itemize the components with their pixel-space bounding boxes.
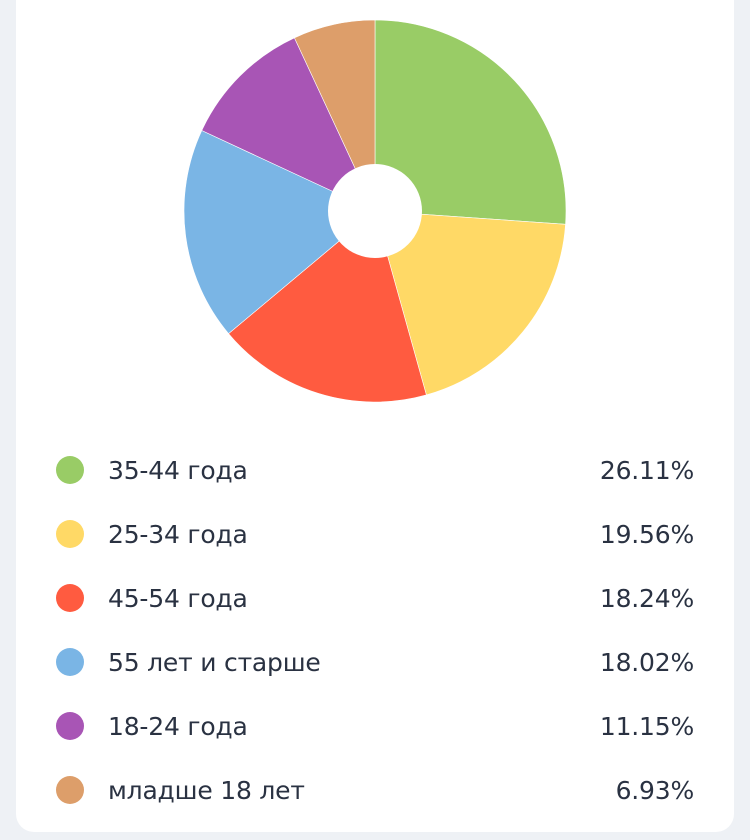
legend-item[interactable]: 45-54 года 18.24% <box>56 578 694 618</box>
legend-label: 18-24 года <box>108 711 248 741</box>
legend-label: 55 лет и старше <box>108 647 321 677</box>
legend-value: 26.11% <box>599 455 694 485</box>
pie-slice[interactable] <box>201 37 376 212</box>
legend-value: 18.02% <box>599 647 694 677</box>
pie-slice[interactable] <box>228 210 427 403</box>
legend-item[interactable]: 18-24 года 11.15% <box>56 706 694 746</box>
pie-slice[interactable] <box>183 130 376 335</box>
legend-value: 19.56% <box>599 519 694 549</box>
legend-color-dot-icon <box>56 520 84 548</box>
pie-slice[interactable] <box>374 210 566 396</box>
donut-hole <box>328 164 422 258</box>
legend-label: младше 18 лет <box>108 775 305 805</box>
donut-chart <box>183 19 567 403</box>
pie-slice[interactable] <box>374 19 567 225</box>
legend-label: 45-54 года <box>108 583 248 613</box>
legend-label: 25-34 года <box>108 519 248 549</box>
legend-color-dot-icon <box>56 584 84 612</box>
legend-value: 6.93% <box>615 775 695 805</box>
legend-color-dot-icon <box>56 648 84 676</box>
legend-item[interactable]: 25-34 года 19.56% <box>56 514 694 554</box>
legend-value: 11.15% <box>599 711 694 741</box>
legend-label: 35-44 года <box>108 455 248 485</box>
legend-item[interactable]: 55 лет и старше 18.02% <box>56 642 694 682</box>
legend-item[interactable]: 35-44 года 26.11% <box>56 450 694 490</box>
pie-slice[interactable] <box>294 19 376 212</box>
legend-item[interactable]: младше 18 лет 6.93% <box>56 770 694 810</box>
legend-color-dot-icon <box>56 712 84 740</box>
legend-value: 18.24% <box>599 583 694 613</box>
legend-color-dot-icon <box>56 456 84 484</box>
legend-color-dot-icon <box>56 776 84 804</box>
